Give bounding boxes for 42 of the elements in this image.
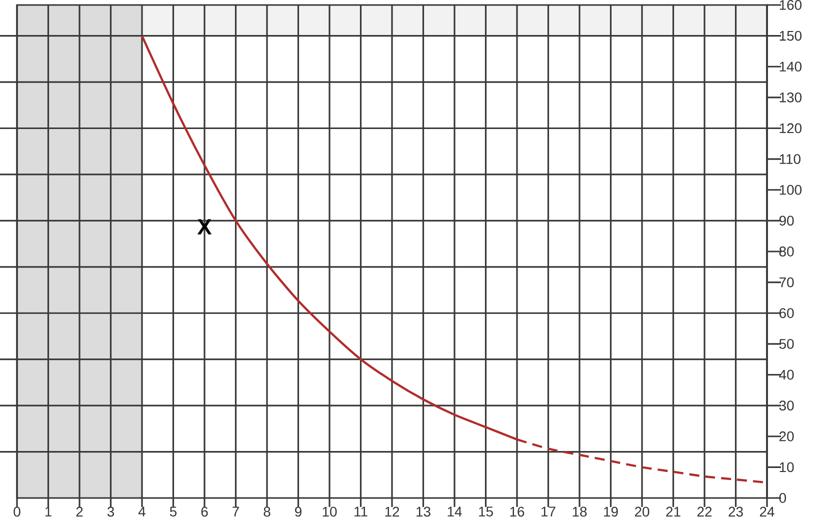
x-tick-label: 24 (760, 506, 774, 517)
x-tick-label: 3 (107, 506, 114, 517)
y-tick-label: 30 (779, 400, 794, 411)
y-tick-label: 50 (779, 338, 794, 349)
x-tick-label: 13 (416, 506, 430, 517)
y-tick-label: 0 (779, 493, 786, 503)
x-tick-label: 1 (45, 506, 52, 516)
x-tick-label: 10 (322, 506, 337, 517)
x-tick-label: 16 (510, 506, 524, 517)
x-tick-label: 18 (572, 506, 587, 517)
y-tick-label: 90 (779, 216, 794, 226)
y-tick-label: 70 (780, 277, 794, 288)
y-tick-label: 140 (780, 62, 802, 72)
x-tick-label: 12 (385, 506, 400, 517)
y-tick-label: 160 (780, 0, 802, 10)
x-tick-label: 20 (634, 506, 650, 517)
x-tick-label: 4 (138, 506, 146, 516)
y-tick-label: 60 (779, 308, 794, 318)
x-tick-label: 19 (604, 506, 618, 517)
x-tick-label: 8 (264, 506, 270, 517)
y-tick-label: 20 (779, 431, 794, 442)
y-tick-label: 40 (779, 370, 794, 380)
x-tick-label: 0 (14, 506, 20, 517)
x-tick-label: 7 (232, 506, 239, 516)
x-tick-label: 14 (448, 506, 462, 516)
y-tick-label: 10 (780, 462, 794, 472)
y-tick-label: 120 (780, 123, 802, 134)
x-tick-label: 9 (295, 506, 302, 517)
x-tick-label: 23 (728, 506, 743, 517)
x-tick-label: 2 (76, 506, 83, 517)
x-tick-label: 22 (697, 506, 712, 517)
y-tick-label: 80 (779, 246, 794, 256)
x-tick-label: 5 (170, 506, 177, 517)
x-tick-label: 21 (666, 506, 680, 517)
y-tick-label: 130 (780, 92, 802, 102)
x-tick-label: 15 (479, 506, 493, 517)
y-tick-label: 100 (780, 184, 802, 195)
x-tick-label: 17 (542, 506, 556, 516)
x-tick-label: 11 (354, 506, 368, 516)
y-tick-label: 150 (780, 30, 802, 41)
x-tick-label: 6 (201, 506, 208, 517)
y-tick-label: 110 (780, 154, 800, 164)
